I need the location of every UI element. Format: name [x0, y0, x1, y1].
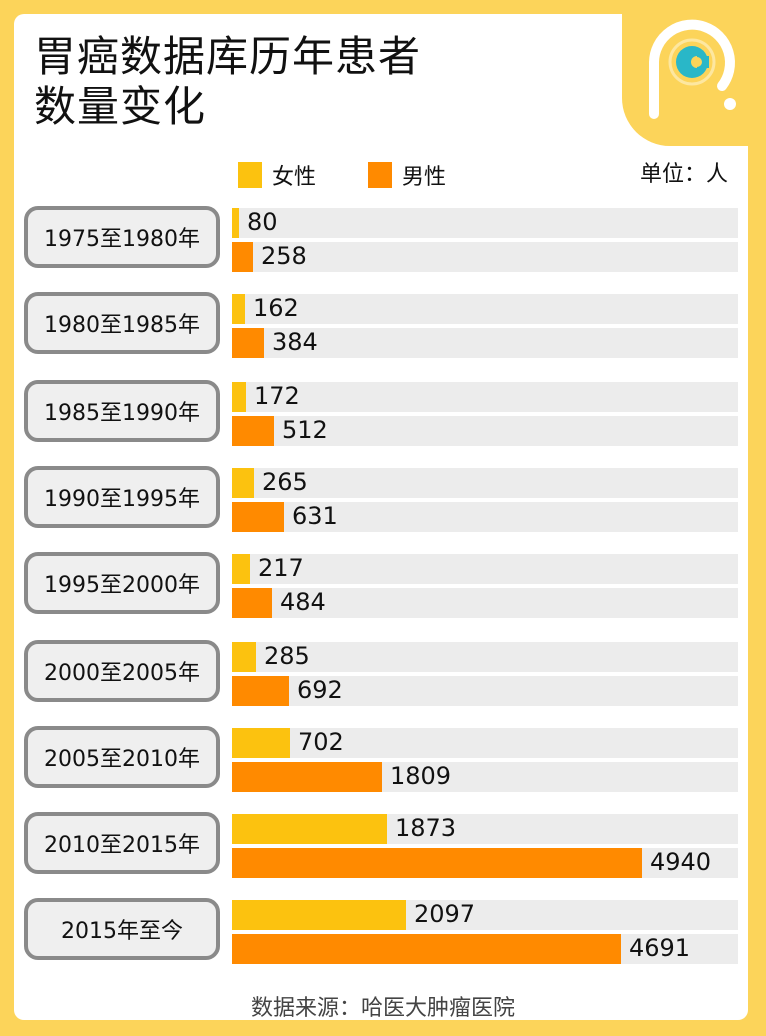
male-track: 4940	[232, 848, 738, 878]
male-bar	[232, 676, 289, 706]
period-label: 2010至2015年	[24, 812, 220, 874]
male-track: 631	[232, 502, 738, 532]
legend: 女性 男性	[238, 160, 498, 190]
chart-row: 1990至1995年 265 631	[0, 466, 766, 536]
female-track: 172	[232, 382, 738, 412]
male-track: 692	[232, 676, 738, 706]
female-value: 172	[254, 382, 300, 410]
male-bar	[232, 934, 621, 964]
male-bar	[232, 762, 382, 792]
female-value: 285	[264, 642, 310, 670]
male-bar	[232, 588, 272, 618]
male-value: 258	[261, 242, 307, 270]
male-track: 384	[232, 328, 738, 358]
female-value: 265	[262, 468, 308, 496]
period-label: 2005至2010年	[24, 726, 220, 788]
female-bar	[232, 642, 256, 672]
female-bar	[232, 554, 250, 584]
period-text: 2010至2015年	[44, 833, 200, 858]
male-track: 4691	[232, 934, 738, 964]
male-bar	[232, 416, 274, 446]
chart-row: 2000至2005年 285 692	[0, 640, 766, 710]
period-label: 1990至1995年	[24, 466, 220, 528]
female-value: 217	[258, 554, 304, 582]
period-text: 1995至2000年	[44, 573, 200, 598]
legend-item-male: 男性	[368, 159, 446, 191]
period-label: 2000至2005年	[24, 640, 220, 702]
male-value: 484	[280, 588, 326, 616]
male-bar	[232, 848, 642, 878]
data-source: 数据来源：哈医大肿瘤医院	[250, 996, 515, 1021]
male-value: 631	[292, 502, 338, 530]
female-bar	[232, 728, 290, 758]
female-bar	[232, 208, 239, 238]
male-value: 1809	[390, 762, 452, 790]
male-value: 4940	[650, 848, 712, 876]
female-track: 162	[232, 294, 738, 324]
female-track: 1873	[232, 814, 738, 844]
legend-male-label: 男性	[402, 165, 447, 190]
male-track: 512	[232, 416, 738, 446]
period-label: 1980至1985年	[24, 292, 220, 354]
period-label: 1995至2000年	[24, 552, 220, 614]
female-value: 702	[298, 728, 344, 756]
male-value: 4691	[629, 934, 691, 962]
male-track: 258	[232, 242, 738, 272]
title-line-1: 胃癌数据库历年患者	[34, 32, 422, 81]
period-label: 2015年至今	[24, 898, 220, 960]
female-swatch-icon	[238, 162, 262, 188]
chart-title: 胃癌数据库历年患者 数量变化	[34, 32, 421, 132]
female-track: 2097	[232, 900, 738, 930]
logo-icon	[649, 19, 736, 119]
chart-row: 2010至2015年 1873 4940	[0, 812, 766, 882]
chart-row: 1975至1980年 80 258	[0, 206, 766, 276]
female-track: 285	[232, 642, 738, 672]
chart-row: 2015年至今 2097 4691	[0, 898, 766, 968]
chart-row: 1995至2000年 217 484	[0, 552, 766, 622]
male-swatch-icon	[368, 162, 393, 188]
female-value: 162	[253, 294, 299, 322]
male-track: 484	[232, 588, 738, 618]
male-track: 1809	[232, 762, 738, 792]
period-text: 1980至1985年	[44, 313, 200, 338]
legend-female-label: 女性	[272, 165, 317, 190]
male-value: 512	[282, 416, 328, 444]
female-value: 2097	[414, 900, 476, 928]
male-bar	[232, 502, 284, 532]
chart-row: 2005至2010年 702 1809	[0, 726, 766, 796]
male-bar	[232, 328, 264, 358]
male-bar	[232, 242, 253, 272]
male-value: 692	[297, 676, 343, 704]
female-bar	[232, 814, 387, 844]
female-track: 80	[232, 208, 738, 238]
period-text: 1985至1990年	[44, 401, 200, 426]
legend-item-female: 女性	[238, 159, 316, 191]
female-bar	[232, 294, 245, 324]
period-text: 2000至2005年	[44, 661, 200, 686]
female-bar	[232, 468, 254, 498]
period-label: 1975至1980年	[24, 206, 220, 268]
unit-label: 单位：人	[640, 162, 729, 187]
period-text: 1990至1995年	[44, 487, 200, 512]
title-line-2: 数量变化	[34, 82, 207, 131]
chart-row: 1985至1990年 172 512	[0, 380, 766, 450]
female-value: 80	[247, 208, 278, 236]
period-text: 1975至1980年	[44, 227, 200, 252]
female-bar	[232, 382, 246, 412]
period-label: 1985至1990年	[24, 380, 220, 442]
female-track: 217	[232, 554, 738, 584]
chart-row: 1980至1985年 162 384	[0, 292, 766, 362]
period-text: 2005至2010年	[44, 747, 200, 772]
female-track: 702	[232, 728, 738, 758]
period-text: 2015年至今	[61, 919, 183, 944]
female-bar	[232, 900, 406, 930]
female-value: 1873	[395, 814, 457, 842]
female-track: 265	[232, 468, 738, 498]
male-value: 384	[272, 328, 318, 356]
